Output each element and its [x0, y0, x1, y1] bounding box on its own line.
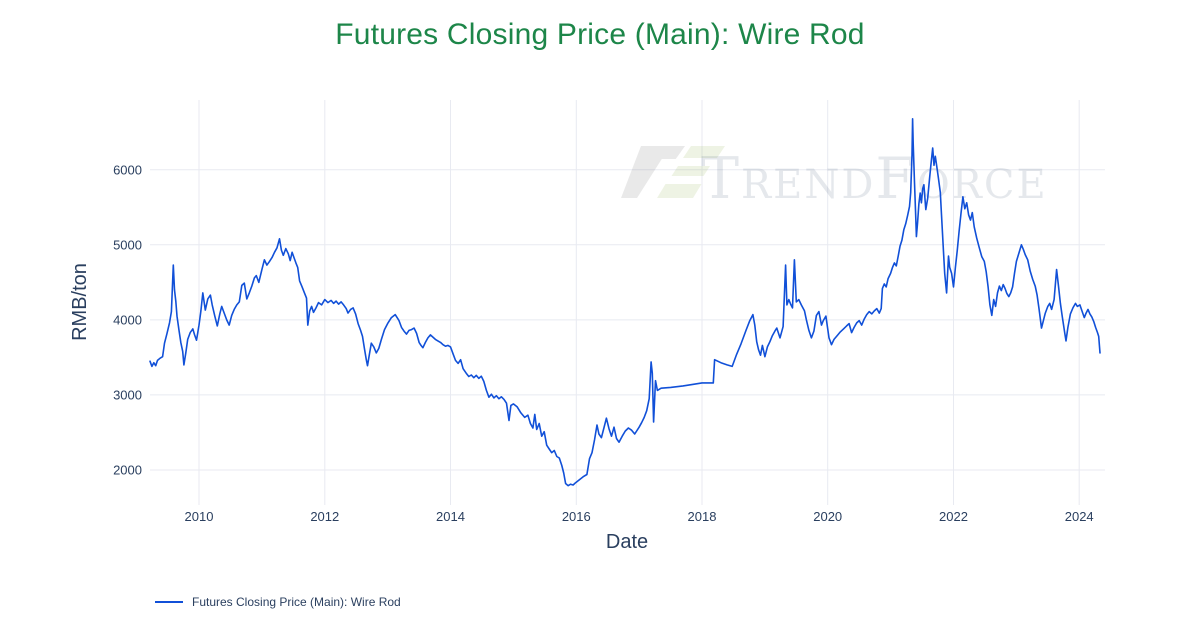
x-tick-2022: 2022 — [939, 509, 968, 524]
y-tick-2000: 2000 — [113, 463, 142, 478]
x-tick-2020: 2020 — [813, 509, 842, 524]
x-axis-tick-labels: 2010 2012 2014 2016 2018 2020 2022 2024 — [185, 509, 1094, 524]
legend: Futures Closing Price (Main): Wire Rod — [155, 595, 401, 609]
y-tick-5000: 5000 — [113, 237, 142, 252]
x-tick-2014: 2014 — [436, 509, 465, 524]
y-tick-3000: 3000 — [113, 387, 142, 402]
y-axis-tick-labels: 2000 3000 4000 5000 6000 — [113, 162, 142, 477]
x-tick-2018: 2018 — [688, 509, 717, 524]
x-tick-2010: 2010 — [185, 509, 214, 524]
legend-item-wire-rod[interactable]: Futures Closing Price (Main): Wire Rod — [155, 595, 401, 609]
trendforce-logo-icon — [621, 146, 726, 198]
trendforce-watermark: TrendForce — [621, 146, 1048, 212]
y-axis-title: RMB/ton — [69, 263, 91, 341]
price-line — [149, 118, 1101, 487]
y-tick-6000: 6000 — [113, 162, 142, 177]
x-tick-2016: 2016 — [562, 509, 591, 524]
legend-line-swatch — [155, 601, 183, 603]
watermark-text: TrendForce — [701, 146, 1048, 212]
legend-label: Futures Closing Price (Main): Wire Rod — [192, 595, 401, 609]
chart-title: Futures Closing Price (Main): Wire Rod — [335, 18, 865, 51]
x-tick-2024: 2024 — [1065, 509, 1094, 524]
y-tick-4000: 4000 — [113, 312, 142, 327]
x-axis-title: Date — [606, 531, 648, 553]
x-tick-2012: 2012 — [310, 509, 339, 524]
